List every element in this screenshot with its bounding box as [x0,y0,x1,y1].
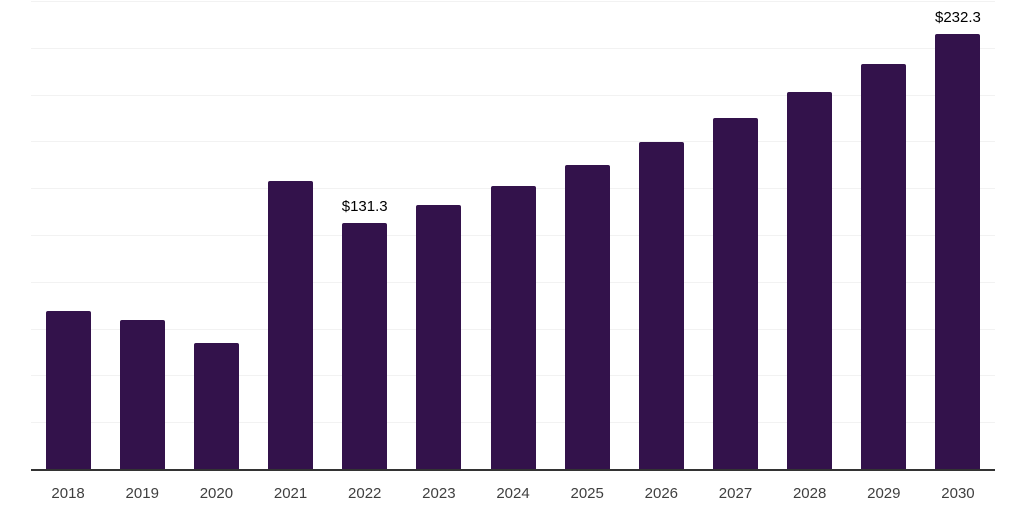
bar-slot-2027 [698,1,772,469]
x-tick-label-2025: 2025 [570,485,604,502]
bar-2029 [861,64,907,469]
bar-2022 [342,223,388,469]
bar-slot-2021 [253,1,327,469]
bars-row: $131.3 $232.3 [31,1,995,469]
bar-slot-2028 [773,1,847,469]
bar-slot-2026 [624,1,698,469]
x-axis-labels: 2018 2019 2020 2021 2022 2023 2024 2025 2026 2027… [31,471,995,502]
x-tick-label-2022: 2022 [348,485,382,502]
bar-slot-2020 [179,1,253,469]
gridline [31,1,995,2]
x-axis-line [31,469,995,471]
x-tick-label-2027: 2027 [718,485,753,502]
bar-2021 [268,180,314,469]
x-tick-label-2024: 2024 [496,485,530,502]
x-tick-label-2018: 2018 [51,485,85,502]
bar-slot-2019 [105,1,179,469]
bar-slot-2024 [476,1,550,469]
bar-2030 [935,34,981,469]
gridline [31,47,995,49]
bar-slot-2025 [550,1,624,469]
bar-2019 [119,320,165,469]
bar-value-label-2030: $232.3 [935,9,981,27]
x-tick-label-2029: 2029 [867,485,901,502]
bar-slot-2022: $131.3 [328,1,402,469]
x-tick-label-2028: 2028 [792,485,827,502]
x-tick-label-2020: 2020 [199,485,234,502]
x-tick-label-2026: 2026 [644,485,679,502]
x-tick-label-2030: 2030 [941,485,975,502]
bar-2020 [193,343,239,469]
gridline [31,141,995,143]
bar-2026 [638,142,684,469]
bar-slot-2029 [847,1,921,469]
x-tick-label-2023: 2023 [422,485,456,502]
bar-2018 [45,311,91,469]
x-tick-label-2019: 2019 [125,485,159,502]
bar-2028 [787,91,833,469]
bar-slot-2030: $232.3 [921,1,995,469]
gridline [31,94,995,96]
x-tick-label-2021: 2021 [273,485,308,502]
plot-area: $131.3 $232.3 [31,1,995,469]
bar-slot-2023 [402,1,476,469]
bar-value-label-2022: $131.3 [341,198,388,216]
bar-2025 [564,164,610,469]
bar-slot-2018 [31,1,105,469]
bar-2024 [490,185,536,469]
bar-2027 [712,118,758,469]
bar-2023 [416,205,462,469]
